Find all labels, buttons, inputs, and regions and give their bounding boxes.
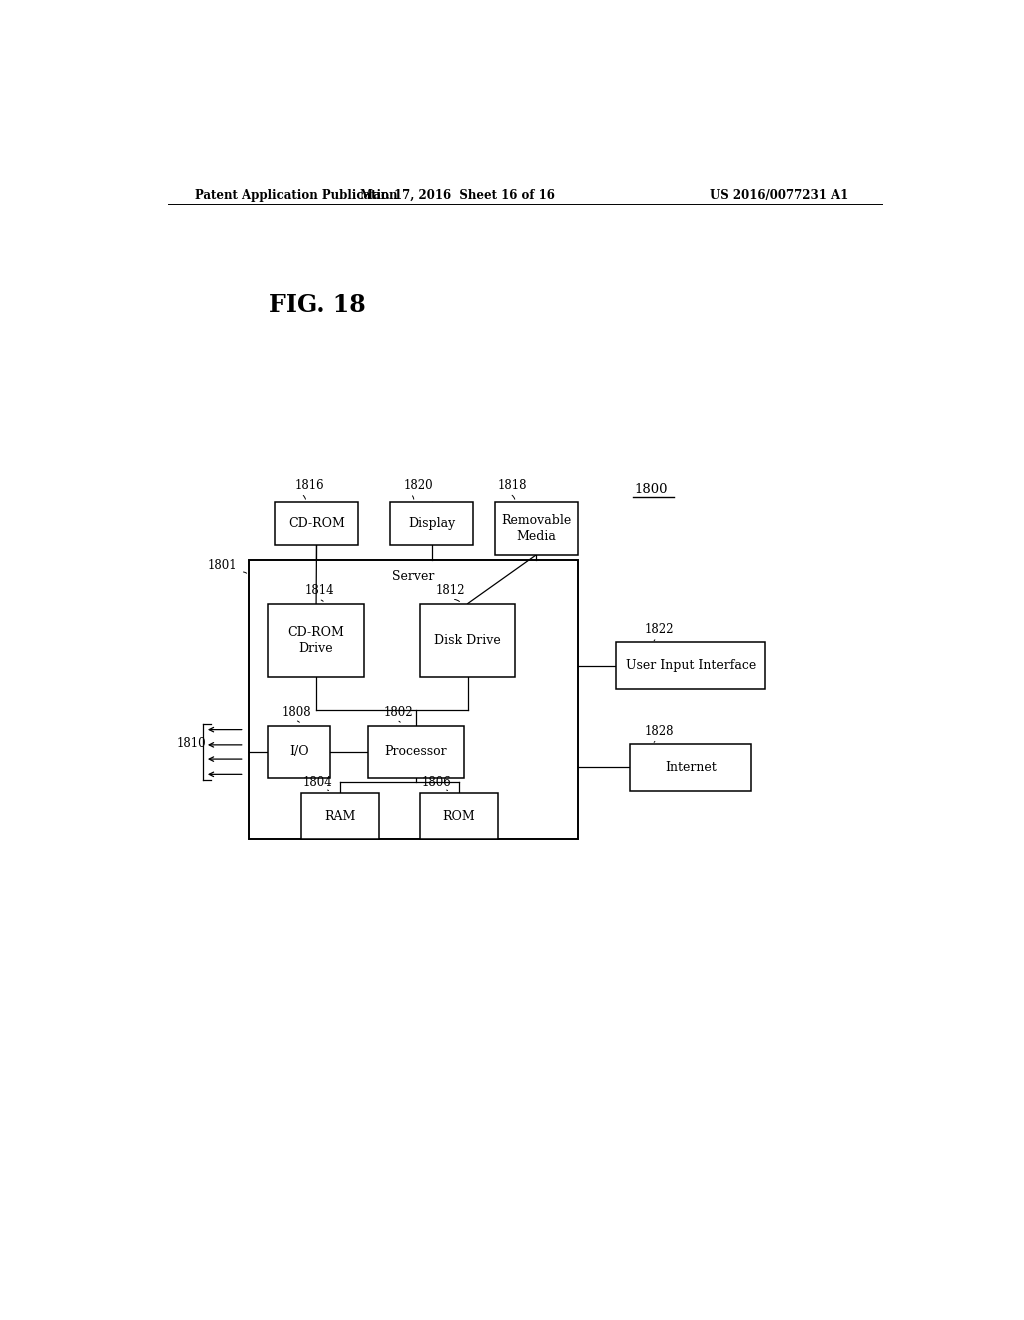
Text: Processor: Processor: [385, 746, 447, 759]
Text: 1820: 1820: [403, 479, 433, 492]
Text: CD-ROM: CD-ROM: [288, 517, 345, 529]
Bar: [268, 603, 364, 677]
Text: 1818: 1818: [498, 479, 527, 492]
Text: Patent Application Publication: Patent Application Publication: [196, 189, 398, 202]
Bar: [249, 560, 578, 840]
Text: RAM: RAM: [325, 809, 355, 822]
Bar: [390, 502, 473, 545]
Text: 1801: 1801: [208, 560, 238, 572]
Text: Removable
Media: Removable Media: [501, 513, 571, 543]
Text: 1816: 1816: [295, 479, 325, 492]
Text: CD-ROM
Drive: CD-ROM Drive: [288, 626, 344, 655]
Text: Mar. 17, 2016  Sheet 16 of 16: Mar. 17, 2016 Sheet 16 of 16: [359, 189, 555, 202]
Text: 1800: 1800: [634, 483, 668, 496]
Text: Server: Server: [392, 570, 434, 583]
Bar: [369, 726, 464, 779]
Text: User Input Interface: User Input Interface: [626, 659, 756, 672]
Bar: [631, 744, 751, 791]
Text: 1814: 1814: [304, 585, 334, 598]
Text: US 2016/0077231 A1: US 2016/0077231 A1: [710, 189, 848, 202]
Text: Display: Display: [408, 517, 456, 529]
Text: 1810: 1810: [176, 737, 206, 750]
Text: 1812: 1812: [436, 585, 466, 598]
Text: Disk Drive: Disk Drive: [434, 634, 501, 647]
Text: Internet: Internet: [665, 760, 717, 774]
Text: 1828: 1828: [645, 725, 674, 738]
Text: FIG. 18: FIG. 18: [269, 293, 366, 317]
Text: ROM: ROM: [442, 809, 475, 822]
Bar: [420, 792, 498, 840]
Bar: [495, 502, 578, 554]
Bar: [616, 643, 765, 689]
Text: I/O: I/O: [290, 746, 309, 759]
Text: 1806: 1806: [422, 776, 452, 788]
Text: 1802: 1802: [384, 706, 413, 719]
Text: 1822: 1822: [645, 623, 674, 636]
Text: 1804: 1804: [303, 776, 333, 788]
Bar: [268, 726, 331, 779]
Bar: [301, 792, 379, 840]
Bar: [274, 502, 358, 545]
Text: 1808: 1808: [282, 706, 311, 719]
Bar: [420, 603, 515, 677]
